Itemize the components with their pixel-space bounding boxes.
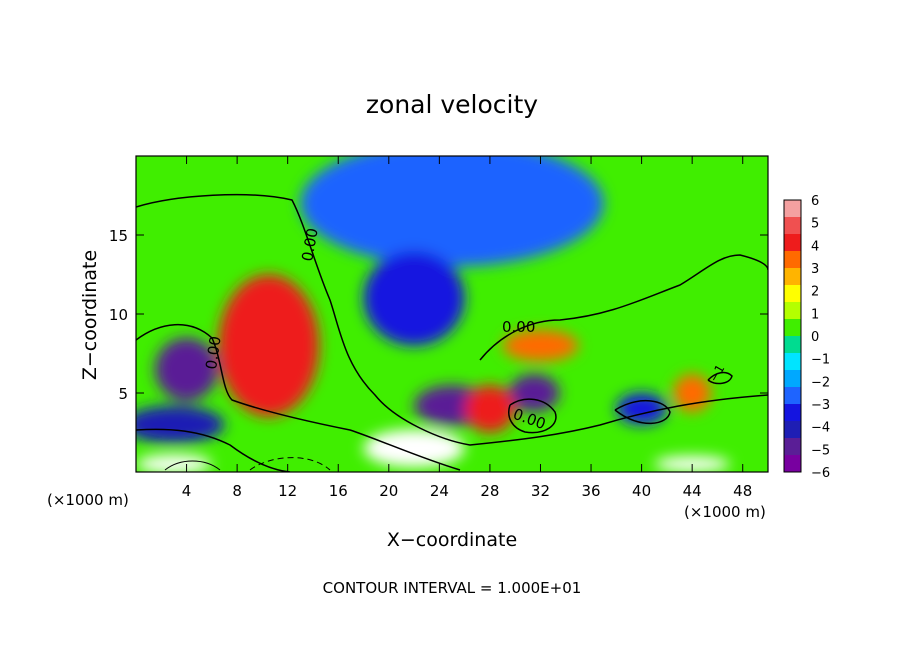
colorbar-swatch (784, 455, 801, 473)
colorbar-label: 6 (811, 194, 819, 209)
colorbar-swatch (784, 319, 801, 337)
colorbar-label: −4 (811, 421, 830, 436)
colorbar-swatch (784, 421, 801, 439)
field-blob (616, 393, 667, 425)
field-blob (363, 429, 465, 468)
colorbar-swatch (784, 404, 801, 422)
x-tick-label: 28 (480, 482, 499, 500)
y-tick-label: 15 (109, 227, 128, 245)
x-unit-right: (×1000 m) (684, 503, 766, 521)
colorbar-label: 5 (811, 217, 819, 232)
x-tick-label: 44 (683, 482, 702, 500)
colorbar-frame (783, 199, 802, 473)
contour-interval-note: CONTOUR INTERVAL = 1.000E+01 (323, 579, 582, 597)
contour-line (614, 399, 671, 425)
field-blob (300, 156, 604, 267)
colorbar-label: 4 (811, 239, 819, 254)
colorbar-label: 3 (811, 262, 819, 277)
contour-label: 0.00 (202, 335, 224, 371)
x-unit-left: (×1000 m) (47, 491, 129, 509)
x-tick-label: 48 (733, 482, 752, 500)
colorbar-label: −6 (811, 466, 830, 481)
contour-line (707, 371, 733, 385)
x-tick-label: 32 (531, 482, 550, 500)
colorbar-label: 1 (811, 307, 819, 322)
colorbar-swatch (784, 285, 801, 303)
colorbar-swatch (784, 387, 801, 405)
contour-line (136, 428, 291, 472)
colorbar-swatch (784, 370, 801, 388)
colorbar-swatch (784, 268, 801, 286)
field-blob (136, 454, 212, 472)
colorbar-swatch (784, 336, 801, 354)
field-blob (363, 250, 465, 346)
colorbar-swatch (784, 353, 801, 371)
x-tick-label: 36 (581, 482, 600, 500)
contour-layer (136, 193, 768, 472)
colorbar-swatch (784, 302, 801, 320)
colorbar-label: −5 (811, 443, 830, 458)
x-tick-label: 8 (232, 482, 242, 500)
contour-line (136, 324, 461, 471)
field-blob (136, 405, 225, 444)
chart-title: zonal velocity (366, 90, 538, 119)
colorbar-swatch (784, 438, 801, 456)
field-blob (464, 385, 516, 433)
colorbar-label: 2 (811, 285, 819, 300)
colorbar-label: −3 (811, 398, 830, 413)
x-axis-label: X−coordinate (387, 529, 517, 551)
colorbar-label: −1 (811, 353, 830, 368)
field-blob (502, 329, 579, 362)
x-axis: 4 8 12 16 20 24 28 32 36 40 44 48 (182, 156, 752, 500)
plot-area: 0.00 0.00 0.00 0.00 −1 (135, 155, 769, 473)
y-axis: 5 10 15 (109, 227, 768, 403)
contour-line (479, 254, 768, 361)
colorbar-swatch (784, 251, 801, 269)
x-tick-label: 20 (379, 482, 398, 500)
colorbar-swatch (784, 217, 801, 235)
x-tick-label: 12 (278, 482, 297, 500)
contour-line (508, 398, 557, 434)
field-blob (508, 374, 560, 412)
contour-label: 0.00 (502, 318, 535, 336)
colorbar-swatch (784, 200, 801, 218)
x-tick-label: 4 (182, 482, 192, 500)
y-axis-label: Z−coordinate (79, 250, 101, 380)
x-tick-label: 40 (632, 482, 651, 500)
colorbar-label: −2 (811, 375, 830, 390)
colorbar-label: 0 (811, 330, 819, 345)
field-blob (154, 337, 219, 401)
colorbar-swatch (784, 234, 801, 252)
x-tick-label: 16 (329, 482, 348, 500)
contour-line (136, 193, 768, 446)
y-tick-label: 5 (118, 385, 128, 403)
colorbar: 6 5 4 3 2 1 0 −1 −2 −3 −4 −5 −6 (783, 194, 830, 481)
field-blob (218, 274, 320, 417)
contour-line (164, 460, 221, 471)
y-tick-label: 10 (109, 306, 128, 324)
x-tick-label: 24 (430, 482, 449, 500)
contour-line-dashed (249, 457, 331, 471)
contour-label: 0.00 (298, 227, 322, 263)
